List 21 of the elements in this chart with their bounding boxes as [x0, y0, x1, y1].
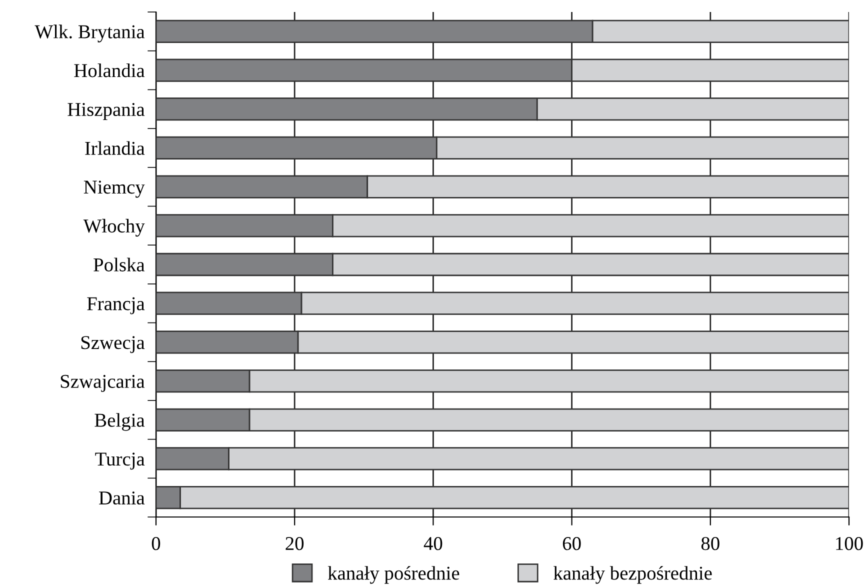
legend-label: kanały bezpośrednie — [554, 566, 712, 584]
x-tick-label: 80 — [701, 537, 720, 550]
y-tick-label: Szwajcaria — [60, 374, 145, 392]
y-tick-label: Belgia — [94, 413, 145, 431]
y-tick-label: Dania — [99, 491, 145, 505]
y-tick-label: Niemcy — [84, 180, 145, 198]
x-tick-label: 0 — [152, 537, 160, 550]
x-tick-label: 100 — [836, 537, 863, 550]
y-tick-label: Wlk. Brytania — [34, 24, 145, 42]
legend-label: kanały pośrednie — [328, 566, 460, 584]
x-tick-label: 60 — [562, 537, 581, 550]
y-tick-label: Hiszpania — [68, 102, 145, 120]
y-tick-label: Polska — [94, 258, 145, 272]
x-tick-label: 20 — [286, 537, 304, 550]
y-tick-label: Turcja — [95, 452, 145, 470]
y-tick-label: Holandia — [74, 64, 145, 78]
y-tick-label: Włochy — [83, 218, 145, 237]
y-tick-label: Francja — [87, 297, 145, 314]
x-tick-label: 40 — [424, 537, 442, 550]
y-tick-label: Irlandia — [85, 141, 145, 155]
y-tick-label: Szwecja — [81, 336, 145, 354]
